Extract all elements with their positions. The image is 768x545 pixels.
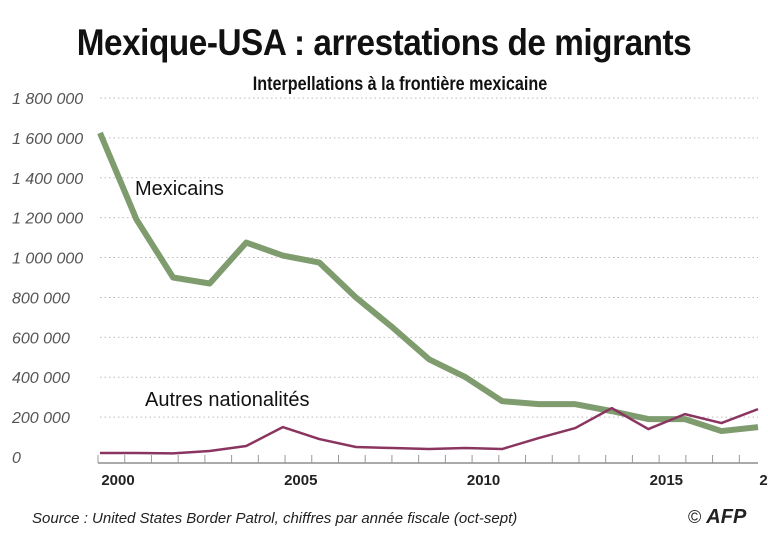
y-tick-label: 1 200 000 (12, 211, 83, 228)
x-tick-label: 2018 (759, 472, 768, 489)
series-label: Mexicains (135, 178, 224, 200)
chart-subtitle: Interpellations à la frontière mexicaine (252, 74, 548, 95)
x-tick-label: 2005 (284, 472, 317, 489)
x-tick-label: 2000 (101, 472, 134, 489)
series-label: Autres nationalités (145, 389, 310, 411)
y-tick-label: 200 000 (11, 410, 70, 427)
y-tick-label: 1 000 000 (12, 251, 83, 268)
source-note: Source : United States Border Patrol, ch… (32, 510, 518, 527)
y-tick-label: 1 600 000 (12, 131, 83, 148)
x-tick-label: 2010 (467, 472, 500, 489)
afp-logo: AFP (706, 506, 747, 528)
y-tick-label: 400 000 (12, 370, 70, 387)
credit: © AFP (688, 506, 746, 529)
x-tick-label: 2015 (650, 472, 683, 489)
copyright-symbol: © (688, 507, 702, 527)
y-tick-label: 0 (12, 450, 21, 467)
chart-title: Mexique-USA : arrestations de migrants (76, 22, 692, 63)
y-tick-label: 1 800 000 (12, 91, 83, 108)
y-tick-label: 800 000 (12, 290, 70, 307)
series-line-autres (100, 406, 759, 455)
y-tick-label: 600 000 (12, 330, 70, 347)
y-tick-label: 1 400 000 (12, 171, 83, 188)
